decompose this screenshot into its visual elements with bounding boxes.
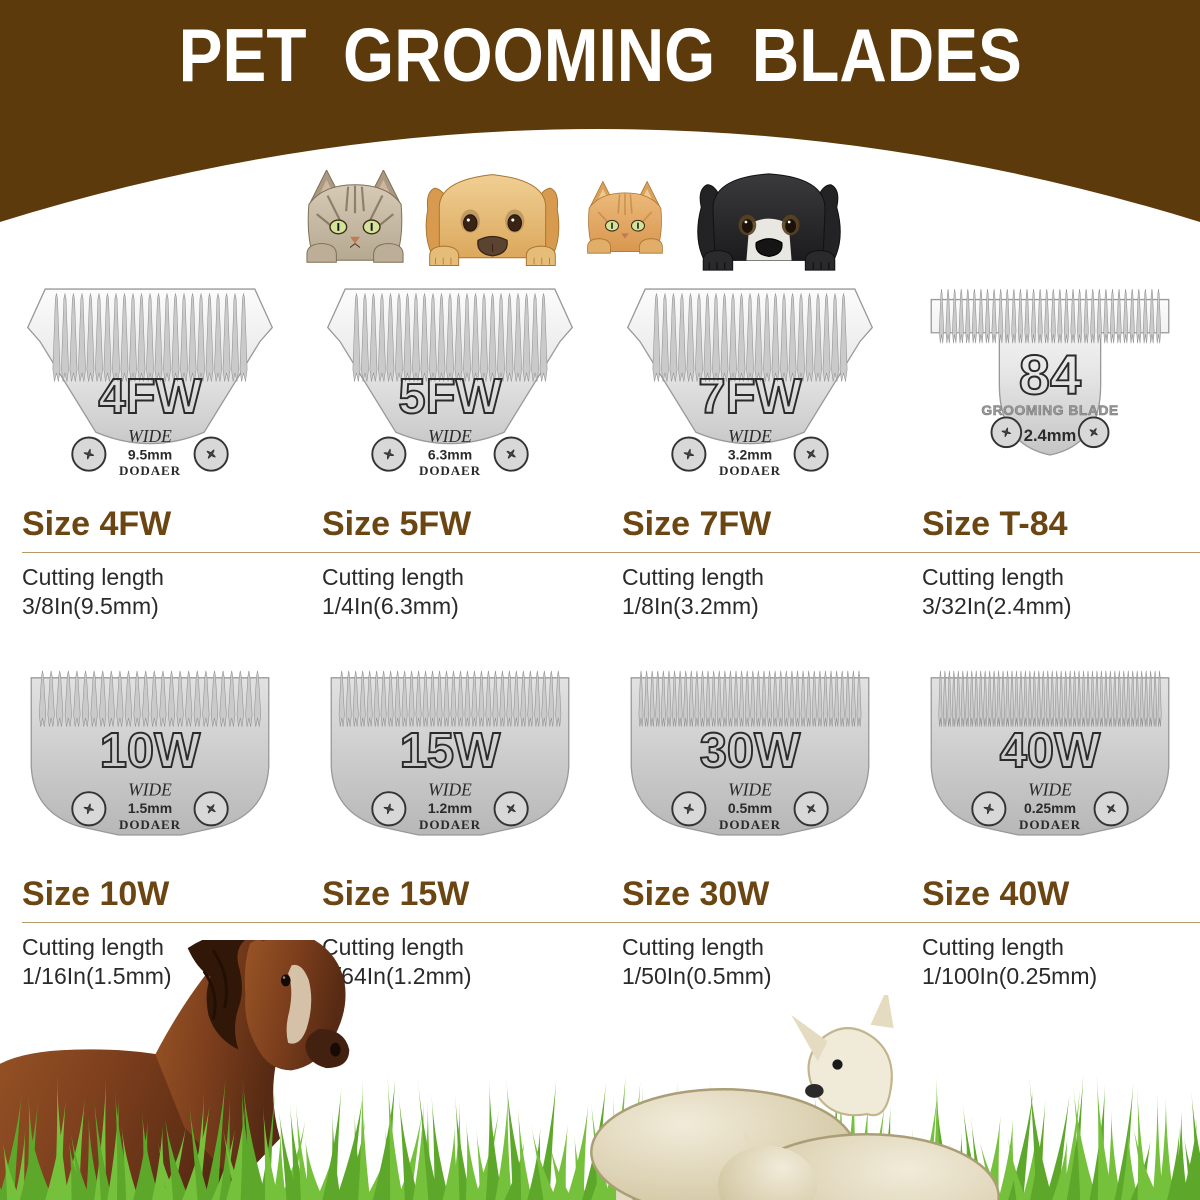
svg-text:10W: 10W [100, 724, 201, 778]
svg-text:WIDE: WIDE [1028, 780, 1072, 800]
svg-text:7FW: 7FW [698, 370, 802, 424]
svg-text:DODAER: DODAER [419, 463, 481, 478]
svg-text:DODAER: DODAER [1019, 817, 1081, 832]
svg-text:DODAER: DODAER [419, 817, 481, 832]
svg-text:1.5mm: 1.5mm [128, 800, 172, 816]
svg-text:WIDE: WIDE [728, 780, 772, 800]
svg-text:2.4mm: 2.4mm [1024, 426, 1077, 445]
svg-text:GROOMING BLADE: GROOMING BLADE [981, 402, 1118, 418]
svg-text:30W: 30W [700, 724, 801, 778]
svg-text:15W: 15W [400, 724, 501, 778]
svg-text:WIDE: WIDE [128, 780, 172, 800]
svg-text:0.5mm: 0.5mm [728, 800, 772, 816]
svg-text:WIDE: WIDE [428, 426, 472, 446]
svg-text:DODAER: DODAER [719, 463, 781, 478]
svg-text:40W: 40W [1000, 724, 1101, 778]
svg-text:DODAER: DODAER [119, 817, 181, 832]
svg-text:6.3mm: 6.3mm [428, 446, 472, 462]
svg-text:WIDE: WIDE [728, 426, 772, 446]
svg-text:DODAER: DODAER [719, 817, 781, 832]
svg-text:3.2mm: 3.2mm [728, 446, 772, 462]
svg-text:0.25mm: 0.25mm [1024, 800, 1076, 816]
svg-text:1.2mm: 1.2mm [428, 800, 472, 816]
svg-text:WIDE: WIDE [128, 426, 172, 446]
svg-text:5FW: 5FW [398, 370, 502, 424]
svg-text:WIDE: WIDE [428, 780, 472, 800]
svg-text:4FW: 4FW [98, 370, 202, 424]
svg-text:DODAER: DODAER [119, 463, 181, 478]
svg-text:9.5mm: 9.5mm [128, 446, 172, 462]
svg-text:84: 84 [1019, 343, 1081, 406]
